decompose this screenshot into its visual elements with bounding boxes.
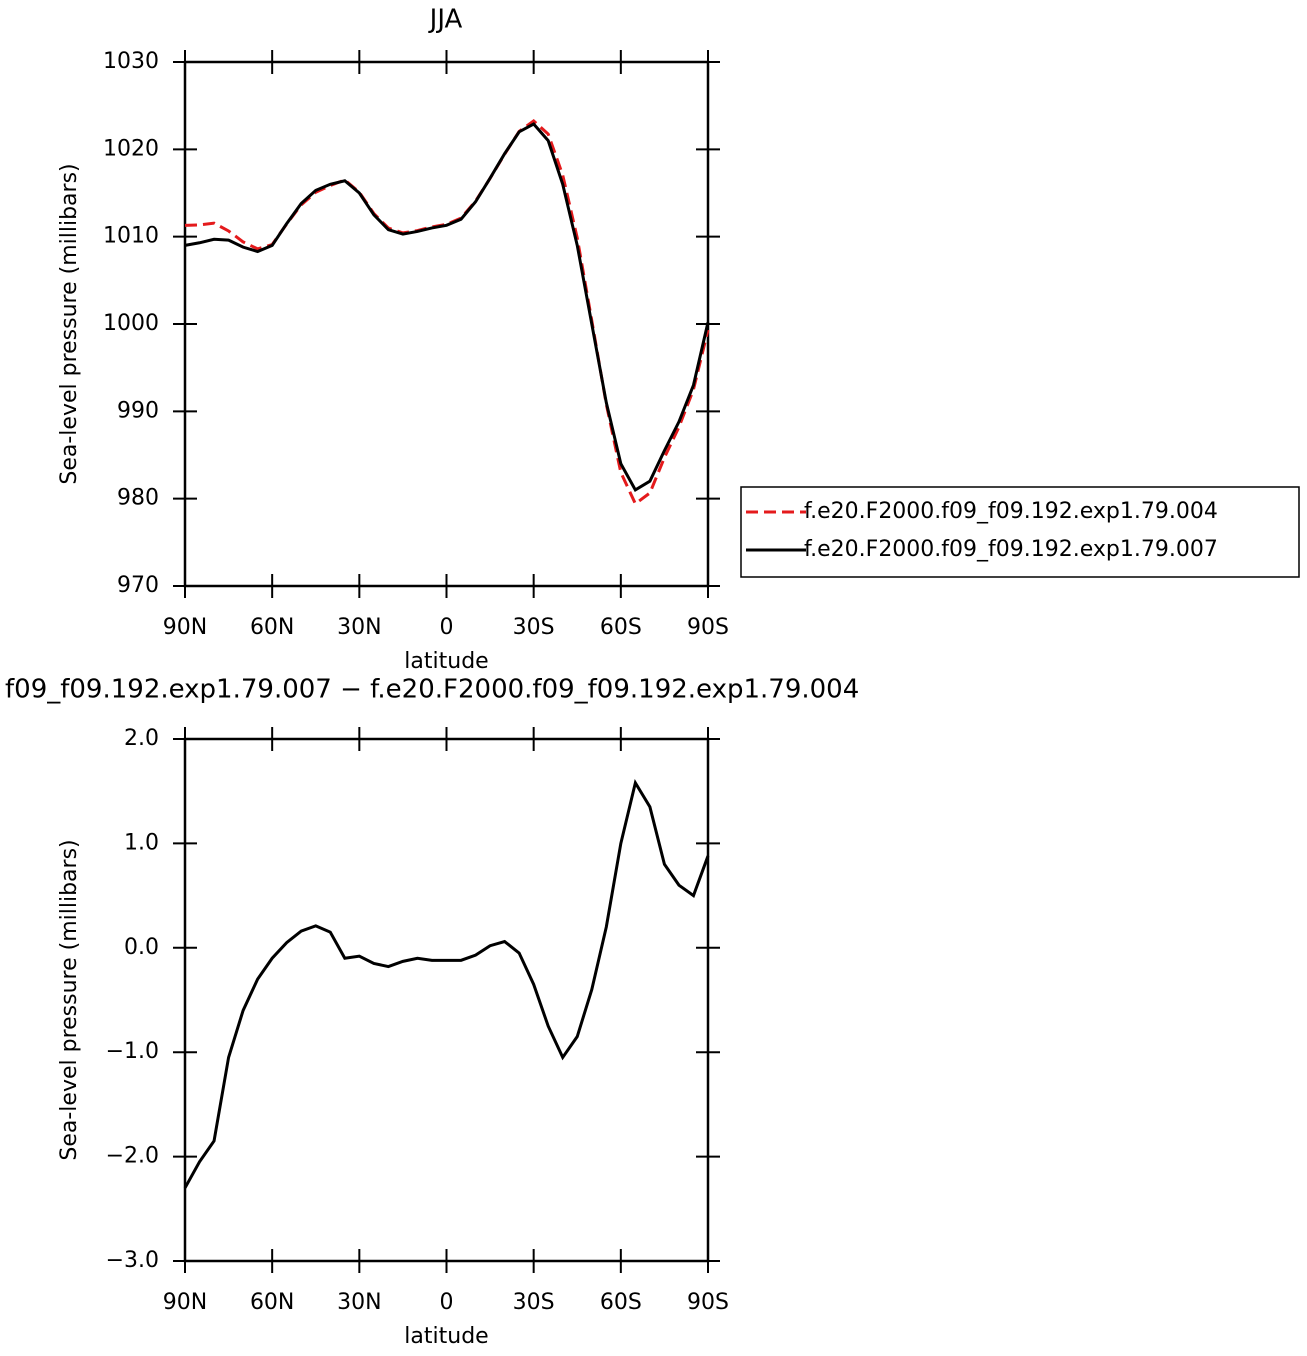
plot-frame xyxy=(183,60,710,588)
x-tick-label: 60N xyxy=(250,615,294,640)
x-tick-label: 90S xyxy=(687,615,729,640)
y-tick-label: −3.0 xyxy=(106,1248,159,1273)
legend-label: f.e20.F2000.f09_f09.192.exp1.79.007 xyxy=(804,537,1218,562)
y-tick-label: 1000 xyxy=(103,311,159,336)
y-tick-label: 970 xyxy=(117,573,159,598)
y-tick-label: 1.0 xyxy=(124,830,159,855)
y-tick-label: 1030 xyxy=(103,49,159,74)
plot-frame xyxy=(183,737,710,1263)
x-tick-label: 90N xyxy=(163,1290,207,1315)
series-line xyxy=(184,119,710,507)
y-axis-label: Sea-level pressure (millibars) xyxy=(57,839,82,1160)
x-tick-label: 0 xyxy=(440,1290,454,1315)
legend-label: f.e20.F2000.f09_f09.192.exp1.79.004 xyxy=(804,499,1218,524)
y-tick-label: −2.0 xyxy=(106,1144,159,1169)
y-axis-label: Sea-level pressure (millibars) xyxy=(57,163,82,484)
x-tick-label: 30S xyxy=(513,1290,555,1315)
y-tick-label: −1.0 xyxy=(106,1039,159,1064)
legend-box xyxy=(740,486,1300,578)
series-line xyxy=(183,778,710,1189)
x-tick-label: 60N xyxy=(250,1290,294,1315)
y-tick-label: 1010 xyxy=(103,224,159,249)
x-axis-label: latitude xyxy=(404,1324,488,1349)
x-tick-label: 60S xyxy=(600,1290,642,1315)
chart-title: f09_f09.192.exp1.79.007 − f.e20.F2000.f0… xyxy=(5,675,859,705)
chart-title: JJA xyxy=(428,5,463,35)
y-tick-label: 990 xyxy=(117,398,159,423)
x-tick-label: 30N xyxy=(337,615,381,640)
series-line xyxy=(184,122,710,493)
x-axis-label: latitude xyxy=(404,649,488,674)
x-tick-label: 90S xyxy=(687,1290,729,1315)
x-tick-label: 30S xyxy=(513,615,555,640)
x-tick-label: 60S xyxy=(600,615,642,640)
x-tick-label: 30N xyxy=(337,1290,381,1315)
x-tick-label: 0 xyxy=(440,615,454,640)
y-tick-label: 980 xyxy=(117,486,159,511)
y-tick-label: 0.0 xyxy=(124,935,159,960)
y-tick-label: 1020 xyxy=(103,136,159,161)
x-tick-label: 90N xyxy=(163,615,207,640)
y-tick-label: 2.0 xyxy=(124,726,159,751)
